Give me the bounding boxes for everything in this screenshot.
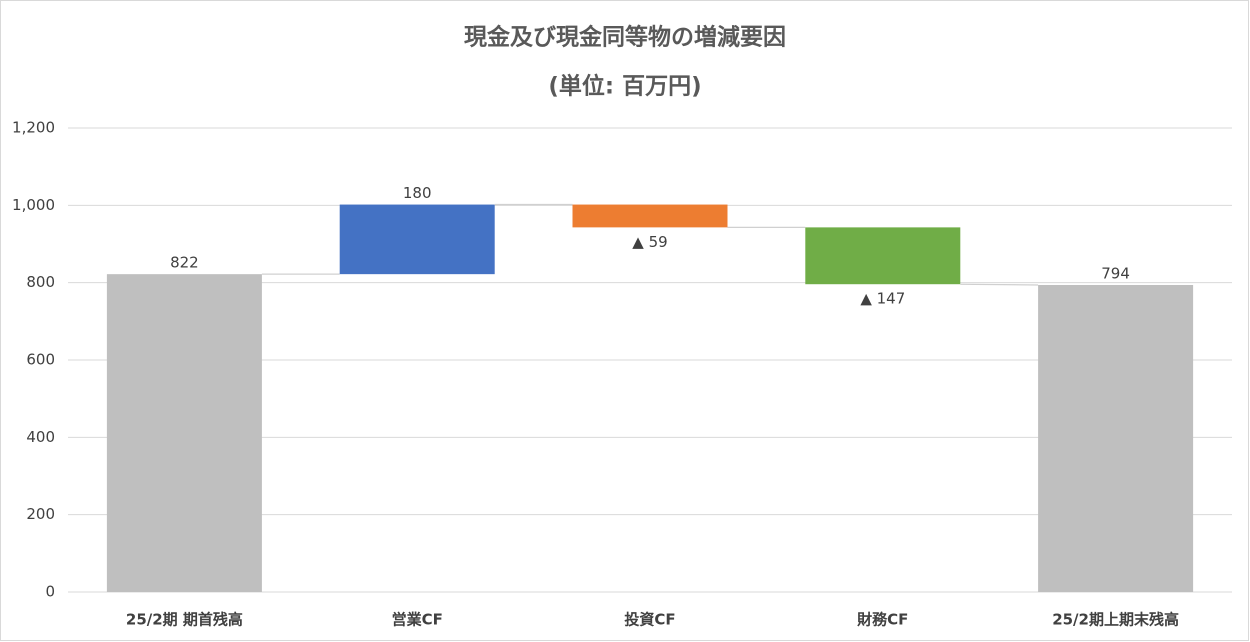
y-tick-label: 600: [26, 351, 55, 369]
bar: [572, 204, 728, 228]
y-tick-label: 1,000: [12, 196, 55, 214]
y-tick-label: 400: [26, 428, 55, 446]
x-tick-label: 投資CF: [624, 611, 675, 629]
x-tick-label: 財務CF: [856, 611, 908, 629]
data-label: 822: [170, 254, 199, 272]
bar: [339, 204, 495, 275]
data-label: ▲ 147: [860, 290, 905, 308]
y-tick-label: 1,200: [12, 119, 55, 137]
chart-subtitle: (単位: 百万円): [548, 73, 701, 100]
chart-title: 現金及び現金同等物の増減要因: [464, 24, 786, 51]
y-tick-label: 200: [26, 505, 55, 523]
y-tick-label: 800: [26, 273, 55, 291]
x-tick-label: 25/2期上期末残高: [1052, 611, 1179, 629]
bar: [805, 227, 961, 285]
connector: [960, 283, 1039, 286]
data-label: 180: [403, 184, 432, 202]
x-tick-label: 営業CF: [392, 611, 443, 629]
bar: [1038, 284, 1194, 592]
x-tick-label: 25/2期 期首残高: [126, 611, 243, 629]
y-tick-label: 0: [45, 583, 55, 601]
data-label: ▲ 59: [632, 233, 667, 251]
data-label: 794: [1101, 264, 1130, 282]
bar: [106, 274, 262, 592]
